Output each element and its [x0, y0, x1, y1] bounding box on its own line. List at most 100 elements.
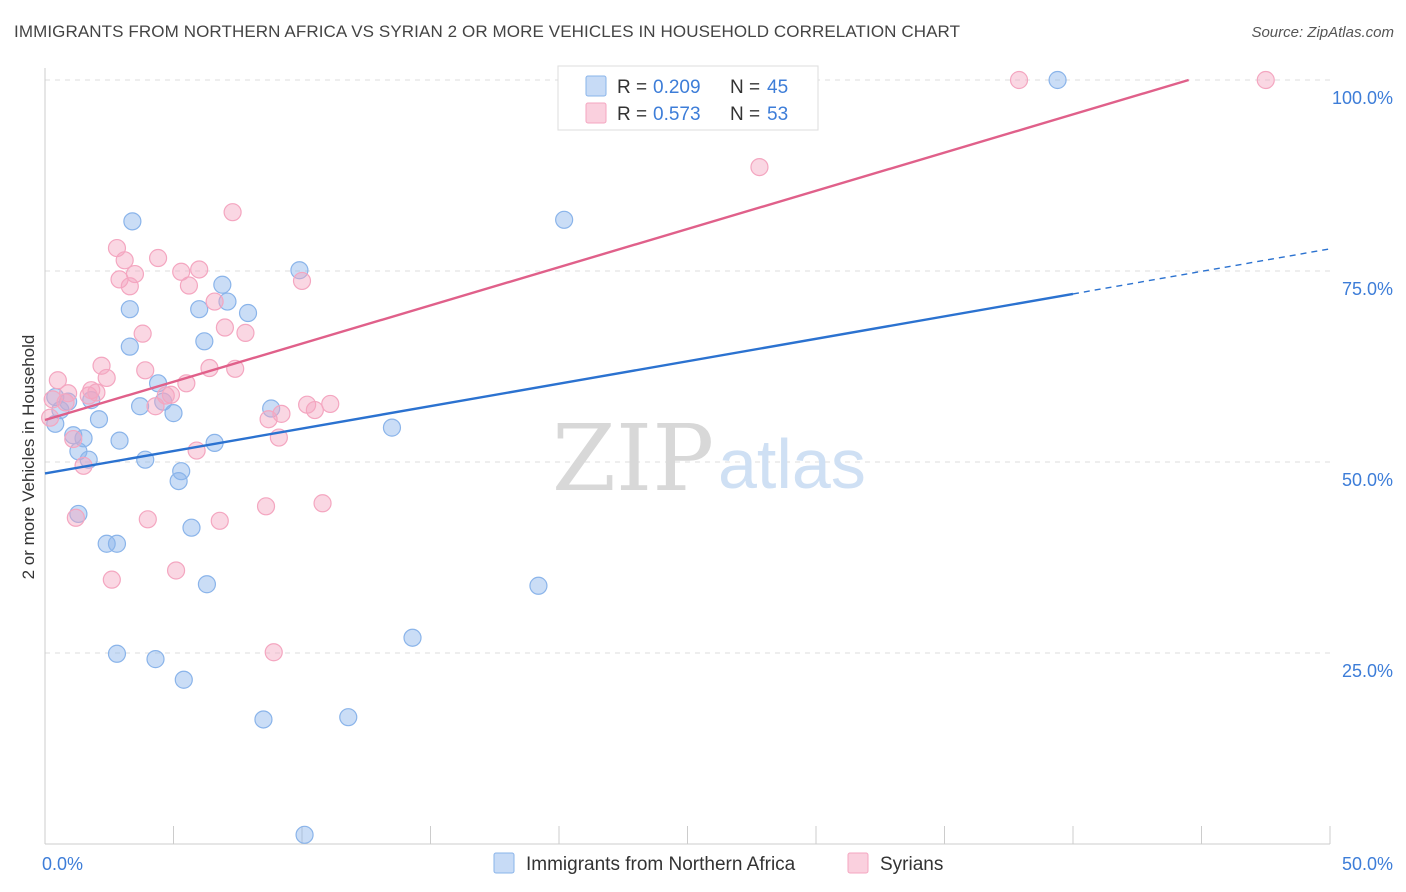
- point-syrians: [236, 323, 255, 342]
- series-legend-swatch-northern-africa: [493, 852, 515, 874]
- point-northern-africa: [403, 628, 422, 647]
- point-northern-africa: [97, 534, 116, 553]
- point-syrians: [215, 318, 234, 337]
- point-syrians: [750, 157, 769, 177]
- point-syrians: [102, 570, 121, 589]
- trend-line-northern-africa: [44, 292, 1074, 475]
- point-syrians: [136, 361, 155, 380]
- stats-legend-n-value-2: 53: [767, 104, 788, 125]
- point-northern-africa: [190, 300, 209, 319]
- y-tick-labels: 25.0% 50.0% 75.0% 100.0%: [1332, 88, 1393, 681]
- point-syrians: [172, 262, 191, 281]
- point-northern-africa: [64, 426, 83, 445]
- point-syrians: [64, 429, 83, 449]
- point-syrians: [166, 561, 186, 580]
- point-northern-africa: [213, 275, 232, 294]
- point-northern-africa: [89, 410, 109, 429]
- stats-legend-n-value-1: 45: [767, 77, 788, 98]
- stats-legend-n-label-1: N =: [730, 77, 760, 98]
- point-northern-africa: [130, 397, 150, 416]
- trend-lines: [44, 78, 1331, 475]
- point-syrians: [190, 260, 209, 279]
- point-syrians: [48, 371, 67, 390]
- point-syrians: [223, 203, 242, 222]
- x-tick-label: 0.0%: [42, 854, 83, 874]
- x-tick-labels: 0.0% 50.0%: [42, 854, 1393, 874]
- point-northern-africa: [295, 825, 314, 844]
- point-syrians: [1009, 70, 1029, 90]
- point-syrians: [66, 508, 85, 527]
- trend-line-northern-africa-extension: [1072, 248, 1331, 295]
- point-syrians: [292, 271, 312, 291]
- point-northern-africa: [382, 418, 402, 437]
- point-syrians: [148, 248, 168, 268]
- trend-line-syrians: [44, 78, 1189, 422]
- point-syrians: [264, 643, 283, 662]
- series-legend-label-northern-africa: Immigrants from Northern Africa: [526, 854, 796, 875]
- gridlines: [45, 79, 1330, 654]
- point-northern-africa: [74, 429, 93, 448]
- point-syrians: [97, 368, 116, 388]
- point-northern-africa: [254, 710, 273, 729]
- data-points: [41, 70, 1275, 844]
- point-northern-africa: [290, 261, 309, 280]
- stats-legend-r-value-1: 0.209: [653, 77, 701, 98]
- point-northern-africa: [218, 292, 237, 311]
- source-label: Source: ZipAtlas.com: [1251, 24, 1394, 41]
- stats-legend-r-label-1: R =: [617, 77, 647, 98]
- point-northern-africa: [262, 399, 281, 418]
- watermark-atlas: atlas: [718, 425, 866, 503]
- point-syrians: [272, 404, 291, 423]
- axes: [44, 68, 1331, 845]
- point-northern-africa: [146, 650, 165, 669]
- point-northern-africa: [174, 670, 193, 689]
- point-syrians: [321, 394, 340, 414]
- point-syrians: [205, 292, 224, 311]
- watermark: ZIP atlas: [552, 405, 866, 512]
- point-northern-africa: [123, 212, 142, 231]
- point-syrians: [179, 276, 199, 295]
- point-northern-africa: [555, 210, 574, 229]
- point-northern-africa: [120, 337, 139, 356]
- stats-legend-n-label-2: N =: [730, 104, 760, 125]
- point-syrians: [210, 511, 229, 530]
- stats-legend-r-label-2: R =: [617, 104, 647, 125]
- stats-legend: R = 0.209 N = 45 R = 0.573 N = 53: [557, 65, 819, 131]
- point-syrians: [133, 324, 152, 343]
- y-tick-label: 75.0%: [1342, 279, 1393, 299]
- watermark-zip: ZIP: [552, 405, 714, 512]
- series-legend: Immigrants from Northern Africa Syrians: [493, 852, 943, 875]
- point-northern-africa: [339, 708, 358, 727]
- point-northern-africa: [195, 332, 214, 351]
- point-northern-africa: [197, 575, 217, 594]
- point-syrians: [256, 497, 276, 516]
- point-syrians: [125, 264, 145, 284]
- point-syrians: [87, 383, 106, 402]
- point-syrians: [59, 384, 78, 403]
- point-syrians: [313, 494, 332, 513]
- point-syrians: [138, 510, 157, 529]
- series-legend-swatch-syrians: [847, 852, 869, 874]
- point-syrians: [187, 441, 206, 460]
- point-northern-africa: [172, 462, 191, 481]
- y-tick-label: 50.0%: [1342, 470, 1393, 490]
- x-tick-label: 50.0%: [1342, 854, 1393, 874]
- point-syrians: [156, 386, 175, 405]
- y-tick-label: 25.0%: [1342, 661, 1393, 681]
- point-northern-africa: [107, 644, 127, 663]
- point-northern-africa: [238, 303, 258, 323]
- y-axis-title: 2 or more Vehicles in Household: [19, 335, 38, 580]
- series-legend-label-syrians: Syrians: [880, 854, 943, 875]
- point-northern-africa: [110, 431, 129, 450]
- chart-title: IMMIGRANTS FROM NORTHERN AFRICA VS SYRIA…: [14, 22, 961, 41]
- point-syrians: [161, 385, 181, 404]
- point-northern-africa: [182, 518, 201, 537]
- stats-legend-swatch-blue: [585, 75, 607, 97]
- y-tick-label: 100.0%: [1332, 88, 1393, 108]
- stats-legend-swatch-pink: [585, 102, 607, 124]
- point-northern-africa: [107, 534, 127, 553]
- point-northern-africa: [1048, 70, 1067, 90]
- point-syrians: [1256, 70, 1275, 90]
- stats-legend-r-value-2: 0.573: [653, 104, 701, 125]
